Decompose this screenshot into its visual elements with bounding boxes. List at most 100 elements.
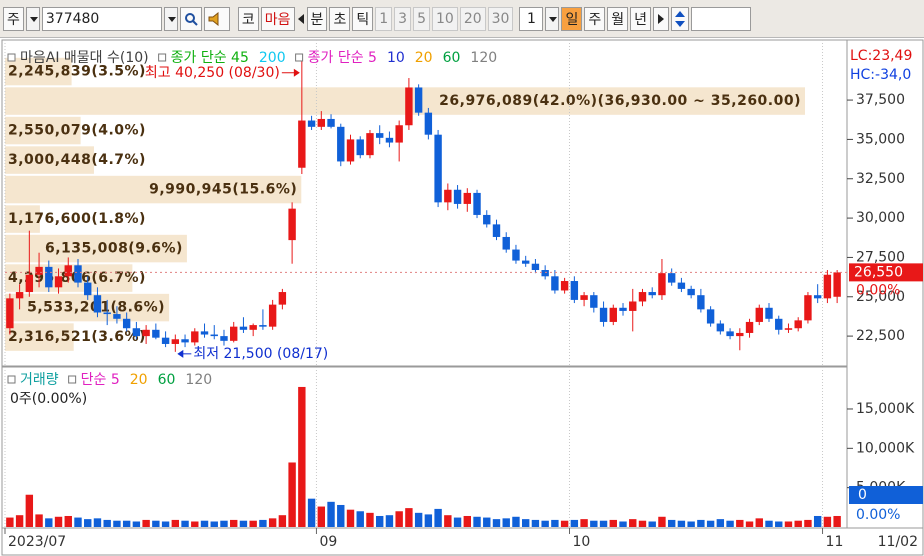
legend-item: 200 [259,50,286,66]
candle-body [736,332,744,337]
candle-body [590,295,598,308]
volume-bar [531,519,540,527]
name-button[interactable]: 마음 [260,6,295,31]
updown-icon [675,10,686,27]
blank-input[interactable] [691,6,752,31]
week-button[interactable]: 주 [584,6,606,31]
period-button[interactable]: 5 [413,6,430,31]
y-tick-label: 10,000K [856,440,915,456]
volume-bar [755,518,763,527]
volume-bar [103,519,111,527]
candle-body [142,329,150,337]
volume-bar [239,520,248,527]
volume-bar [551,519,559,527]
candle-body [346,139,355,162]
side-label: HC:-34,0 [850,67,911,83]
search-button[interactable] [179,6,202,31]
candle-body [560,281,569,291]
period-button[interactable]: 10 [431,6,458,31]
volume-bar [677,520,686,527]
month-button[interactable]: 월 [607,6,629,31]
year-button[interactable]: 년 [630,6,652,31]
code-input[interactable]: 377480 [41,6,162,31]
dropdown[interactable] [25,6,40,31]
y-tick-label: 35,000 [856,131,905,147]
candle-body [833,272,841,297]
candle-body [122,318,131,329]
candle-body [54,276,63,288]
day-button[interactable]: 일 [561,6,583,31]
volume-bar [337,504,345,527]
volume-bar [512,516,520,527]
last-price-label: 26,550 [854,264,903,280]
legend-item: 120 [470,50,497,66]
period-button[interactable]: 1 [375,6,393,31]
last-price-box [849,263,923,282]
last-change-label: 0.00% [856,282,900,298]
volume-bar [220,520,228,527]
volume-bar [317,506,326,527]
volume-bar [813,515,822,527]
candle-body [726,331,734,337]
candle-body [463,192,471,204]
tick-button[interactable]: 틱 [352,6,374,31]
minute-button[interactable]: 분 [306,6,328,31]
volume-profile-band [5,87,805,115]
y-tick-label: 27,500 [856,249,905,265]
period-button[interactable]: 3 [394,6,412,31]
prev-arrow[interactable] [297,12,305,26]
sound-button[interactable] [203,6,230,31]
dropdown[interactable] [163,6,178,31]
volume-bar [181,520,189,527]
next-button[interactable] [653,6,670,31]
volume-bar [191,521,199,527]
high-annotation: 최고 40,250 (08/30) [145,65,280,81]
scroll-button[interactable] [671,6,690,31]
volume-bar [424,514,433,527]
volume-bar [327,501,335,527]
volume-bar [35,514,43,527]
volume-bar [45,518,53,527]
candle-body [521,260,530,264]
unit-input[interactable]: 1 [519,6,544,31]
search-icon [184,12,198,26]
candle-body [93,295,102,313]
candle-body [823,274,832,299]
volume-bar [453,517,462,527]
volume-profile-label: 2,245,839(3.5%) [8,64,146,80]
candle-body [74,265,82,283]
market-select[interactable]: 주 [3,6,24,31]
volume-panel [1,366,848,529]
volume-bar [142,519,150,527]
candle-body [687,288,695,296]
exchange-button[interactable]: 코 [237,6,259,31]
y-tick-label: 30,000 [856,210,905,226]
volume-bar [288,462,296,527]
y-tick-label: 32,500 [856,171,905,187]
volume-bar [15,515,24,527]
legend-item: 10 [387,50,405,66]
candle-body [249,325,257,330]
candle-body [317,118,326,127]
period-button[interactable]: 20 [459,6,486,31]
volume-bar [483,517,491,527]
volume-profile-label: 2,316,521(3.6%) [8,329,146,345]
candle-body [103,312,111,315]
x-tick-label: 10 [572,534,590,550]
volume-bar [599,520,608,527]
volume-bar [74,517,82,527]
volume-bar [716,519,725,527]
second-button[interactable]: 초 [329,6,351,31]
dropdown[interactable] [545,6,560,31]
volume-bar [54,516,63,527]
candle-body [658,273,666,296]
period-button[interactable]: 30 [487,6,514,31]
volume-bar [463,515,471,527]
volume-profile-band [5,116,81,145]
candle-body [239,326,248,330]
candle-body [64,265,72,277]
candle-body [648,292,656,296]
candle-body [706,309,715,324]
volume-bar [521,519,530,527]
candle-body [512,249,520,261]
